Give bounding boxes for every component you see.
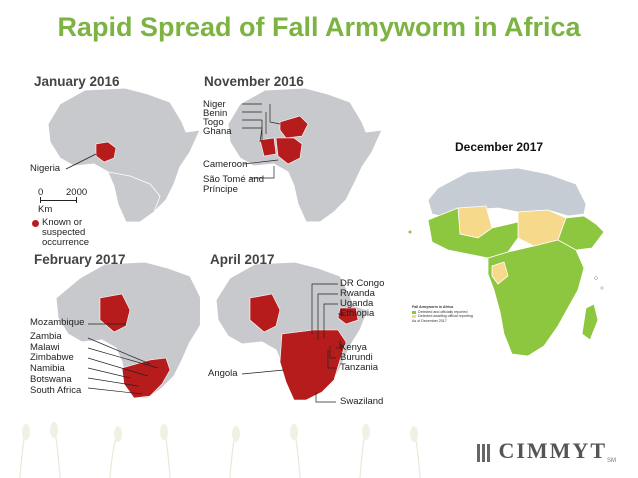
africa-map-jan-2016 (47, 87, 200, 223)
label-dr-congo: DR Congo (340, 278, 385, 289)
cimmyt-wordmark: CIMMYT (498, 438, 607, 463)
label-sao-tome: São Tomé and Príncipe (203, 174, 265, 195)
africa-map-apr-2017 (215, 261, 369, 403)
region-ghana-togo-benin (259, 137, 277, 157)
label-cameroon: Cameroon (203, 159, 248, 170)
region-gabon-awaiting (491, 261, 509, 285)
panel-title-feb-2017: February 2017 (34, 252, 126, 267)
label-nigeria: Nigeria (30, 163, 61, 174)
legend-text: Known or suspected occurrence (42, 217, 89, 248)
cimmyt-mark-icon (477, 444, 491, 462)
label-uganda: Uganda (340, 298, 374, 309)
region-west-africa-detected (427, 207, 519, 259)
label-ghana: Ghana (203, 126, 232, 137)
africa-map-feb-2017 (55, 261, 200, 399)
label-zambia: Zambia (30, 331, 62, 342)
map-panel-apr-2017: April 2017 Angola DR Congo Rwanda Uganda… (200, 250, 400, 430)
label-burundi: Burundi (340, 352, 373, 363)
label-ethiopia: Ethiopia (340, 308, 375, 319)
legend-swatch-detected (412, 311, 416, 315)
region-west-africa-feb (99, 293, 131, 333)
region-nigeria-cameroon (275, 137, 303, 165)
scale-bar (40, 197, 100, 203)
legend-item-awaiting: Detected awaiting official reporting (418, 313, 473, 318)
label-kenya: Kenya (340, 342, 367, 353)
legend-title: Fall Armyworm in Africa (412, 305, 454, 309)
africa-map-nov-2016 (227, 87, 383, 223)
panel-title-apr-2017: April 2017 (210, 252, 275, 267)
label-togo: Togo (203, 117, 224, 128)
legend-dot (32, 220, 39, 227)
africa-map-dec-2017 (408, 158, 623, 388)
cimmyt-logo: CIMMYT SM (476, 438, 616, 464)
map-panel-feb-2017: February 2017 Mozambique Zambia Malawi Z… (30, 250, 200, 430)
legend-swatch-awaiting (412, 315, 416, 319)
map-panel-nov-2016: November 2016 Niger Benin Togo Ghana Cam… (200, 72, 400, 247)
label-south-africa: South Africa (30, 385, 82, 396)
region-madagascar (581, 303, 599, 341)
region-ethiopia (337, 307, 359, 325)
region-central-southern-detected (487, 239, 585, 357)
scale-zero: 0 (38, 187, 44, 198)
map-panel-dec-2017: Fall Armyworm in Africa Detected and off… (408, 158, 623, 388)
region-west-africa-apr (249, 293, 281, 333)
scale-unit: Km (38, 204, 53, 215)
region-southern-africa-feb (121, 357, 171, 399)
label-namibia: Namibia (30, 363, 65, 374)
label-benin: Benin (203, 108, 228, 119)
panel-title-dec-2017: December 2017 (455, 140, 544, 154)
legend-date: As of December 2017 (412, 318, 447, 323)
cimmyt-sm: SM (607, 458, 616, 464)
label-tanzania: Tanzania (340, 362, 379, 373)
label-mozambique: Mozambique (30, 317, 85, 328)
map-panel-jan-2016: January 2016 Nigeria 0 2000 Km Known or … (30, 72, 200, 247)
wheat-decoration (19, 422, 421, 478)
region-central-east-southern-apr (279, 329, 347, 401)
label-botswana: Botswana (30, 374, 72, 385)
label-niger: Niger (203, 99, 226, 110)
panel-title-nov-2016: November 2016 (204, 74, 304, 89)
legend-dec-2017: Fall Armyworm in Africa Detected and off… (412, 305, 474, 324)
label-malawi: Malawi (30, 342, 60, 353)
region-niger (279, 115, 309, 139)
scale-max: 2000 (66, 187, 88, 198)
panel-title-jan-2016: January 2016 (34, 74, 120, 89)
label-rwanda: Rwanda (340, 288, 375, 299)
label-swaziland: Swaziland (340, 396, 384, 407)
label-zimbabwe: Zimbabwe (30, 352, 74, 363)
label-angola: Angola (208, 368, 238, 379)
region-nigeria (95, 141, 117, 163)
slide-title: Rapid Spread of Fall Armyworm in Africa (57, 12, 581, 42)
legend-item-detected: Detected and officially reported (418, 309, 468, 314)
